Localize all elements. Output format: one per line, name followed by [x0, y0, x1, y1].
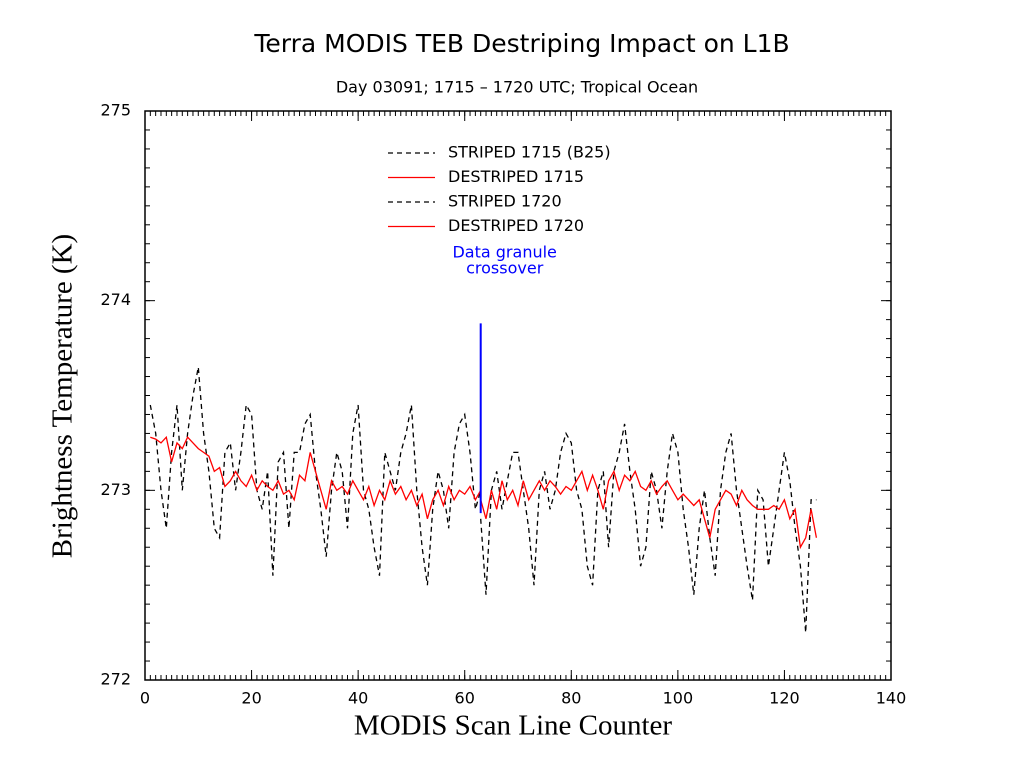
x-tick-label: 40	[348, 689, 368, 708]
series-line	[480, 469, 818, 550]
x-axis-label: MODIS Scan Line Counter	[354, 710, 672, 742]
annotation-text: crossover	[466, 259, 544, 278]
y-tick-label: 274	[100, 290, 131, 309]
y-tick-label: 275	[100, 101, 131, 120]
y-axis-label: Brightness Temperature (K)	[47, 234, 79, 558]
chart-subtitle: Day 03091; 1715 – 1720 UTC; Tropical Oce…	[336, 78, 698, 97]
y-tick-label: 273	[100, 480, 131, 499]
chart-title: Terra MODIS TEB Destriping Impact on L1B	[253, 29, 789, 58]
x-tick-label: 140	[876, 689, 907, 708]
x-tick-label: 80	[561, 689, 581, 708]
x-tick-label: 100	[663, 689, 694, 708]
x-tick-label: 20	[241, 689, 261, 708]
legend-label: STRIPED 1715 (B25)	[448, 143, 611, 162]
x-tick-label: 0	[140, 689, 150, 708]
y-tick-label: 272	[100, 670, 131, 689]
annotation-text: Data granule	[452, 243, 556, 262]
x-tick-label: 60	[455, 689, 475, 708]
series-line	[150, 435, 482, 519]
x-tick-label: 120	[769, 689, 800, 708]
legend-label: DESTRIPED 1720	[448, 216, 584, 235]
legend-label: DESTRIPED 1715	[448, 167, 584, 186]
legend-label: STRIPED 1720	[448, 192, 562, 211]
